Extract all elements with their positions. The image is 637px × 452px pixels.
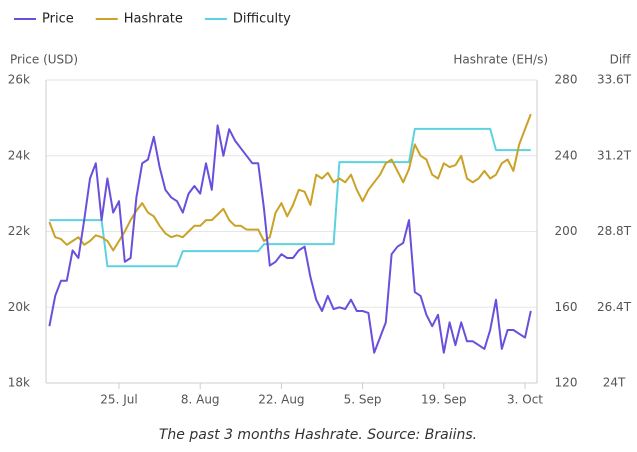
y3-tick-label: 28.8T: [597, 224, 632, 238]
y-tick-label: 24k: [8, 148, 30, 162]
y3-axis-title: Diff: [610, 53, 632, 67]
legend-label: Hashrate: [124, 12, 183, 27]
y-axis-title: Price (USD): [10, 53, 78, 67]
series-line: [49, 127, 531, 268]
y-tick-label: 18k: [8, 376, 30, 390]
y2-tick-label: 120: [555, 376, 578, 390]
y3-tick-label: 31.2T: [597, 148, 632, 162]
y-tick-label: 20k: [8, 300, 30, 314]
y2-tick-label: 200: [555, 224, 578, 238]
x-tick-label: 5. Sep: [344, 393, 382, 407]
series-line: [48, 113, 532, 252]
y-tick-label: 22k: [8, 224, 30, 238]
x-tick-label: 8. Aug: [181, 393, 220, 407]
y2-axis-title: Hashrate (EH/s): [453, 53, 548, 67]
y2-tick-label: 280: [555, 73, 578, 87]
x-tick-label: 19. Sep: [421, 393, 467, 407]
y3-tick-label: 33.6T: [597, 73, 632, 87]
caption: The past 3 months Hashrate. Source: Brai…: [159, 427, 477, 443]
x-tick-label: 25. Jul: [100, 393, 137, 407]
y-tick-label: 26k: [8, 73, 30, 87]
series-line: [48, 124, 532, 354]
x-tick-label: 3. Oct: [507, 393, 543, 407]
x-tick-label: 22. Aug: [258, 393, 304, 407]
legend-label: Difficulty: [233, 12, 291, 27]
y3-tick-label: 26.4T: [597, 300, 632, 314]
y2-tick-label: 160: [555, 300, 578, 314]
y3-tick-label: 24T: [603, 376, 626, 390]
legend-label: Price: [42, 12, 74, 27]
y2-tick-label: 240: [555, 148, 578, 162]
